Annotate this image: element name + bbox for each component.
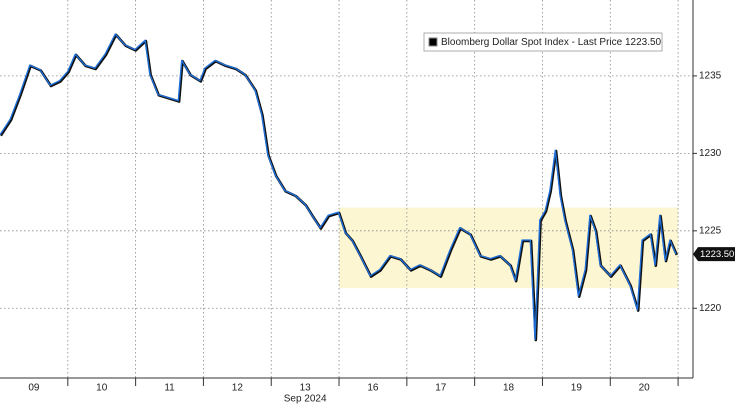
x-tick-label: 18 bbox=[503, 383, 515, 394]
background-layer bbox=[0, 0, 697, 386]
line bbox=[0, 33, 677, 340]
x-tick-label: 11 bbox=[164, 383, 175, 394]
last-price-tag bbox=[693, 247, 735, 262]
x-tick-label: 13 bbox=[300, 383, 312, 394]
overlay-layer: Bloomberg Dollar Spot Index - Last Price… bbox=[28, 32, 735, 405]
y-tick-label: 1235 bbox=[699, 71, 722, 82]
x-tick-label: 10 bbox=[96, 383, 108, 394]
x-tick-label: 17 bbox=[435, 383, 447, 394]
x-tick-label: 20 bbox=[639, 383, 651, 394]
highlight-band bbox=[339, 207, 679, 289]
y-tick-label: 1230 bbox=[699, 148, 722, 159]
y-tick-label: 1220 bbox=[699, 303, 722, 314]
x-tick-label: 12 bbox=[232, 383, 244, 394]
x-sublabel: Sep 2024 bbox=[284, 394, 327, 405]
data-layer bbox=[0, 33, 678, 342]
legend-swatch bbox=[428, 37, 438, 47]
legend-box bbox=[423, 32, 663, 52]
last-price-label: 1223.50 bbox=[700, 249, 734, 260]
legend-label: Bloomberg Dollar Spot Index - Last Price… bbox=[441, 37, 662, 48]
x-tick-label: 09 bbox=[28, 383, 40, 394]
y-tick-label: 1225 bbox=[699, 225, 722, 236]
x-tick-label: 19 bbox=[571, 383, 583, 394]
x-tick-label: 16 bbox=[367, 383, 379, 394]
